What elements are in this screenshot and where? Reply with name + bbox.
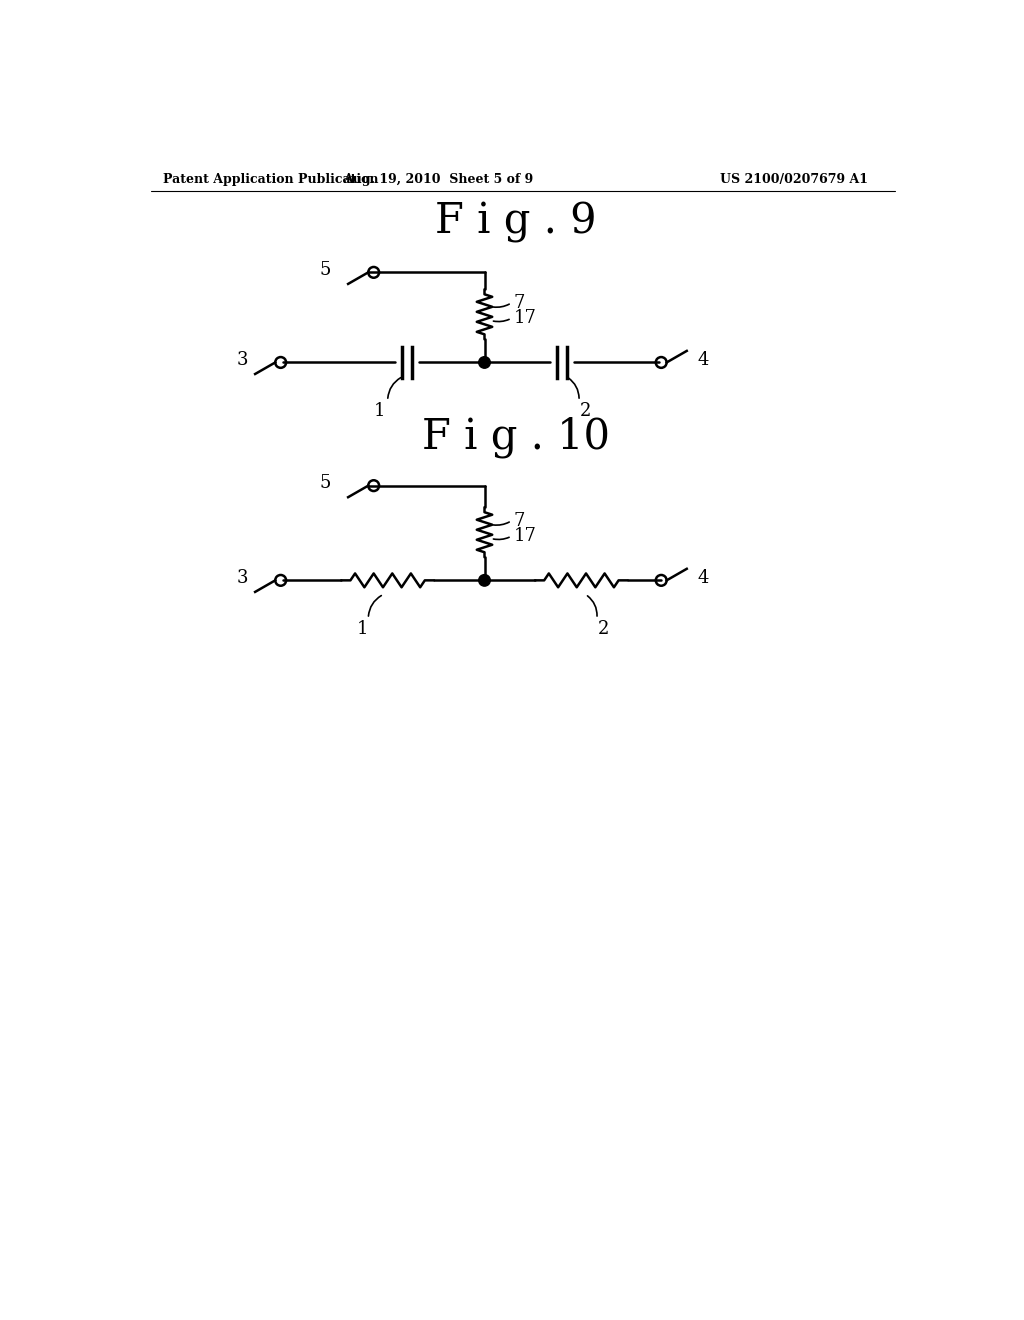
Text: 1: 1: [357, 620, 369, 639]
Text: 2: 2: [580, 403, 591, 421]
Text: 17: 17: [514, 527, 537, 545]
Text: 4: 4: [697, 569, 709, 587]
Text: 7: 7: [514, 294, 525, 312]
Text: 17: 17: [514, 309, 537, 327]
Text: F i g . 9: F i g . 9: [435, 201, 596, 243]
Text: 5: 5: [319, 261, 331, 279]
Text: 5: 5: [319, 474, 331, 492]
Text: 1: 1: [374, 403, 386, 421]
Text: 4: 4: [697, 351, 709, 370]
Text: 3: 3: [237, 351, 248, 370]
Text: 7: 7: [514, 512, 525, 529]
Text: Aug. 19, 2010  Sheet 5 of 9: Aug. 19, 2010 Sheet 5 of 9: [343, 173, 534, 186]
Text: US 2100/0207679 A1: US 2100/0207679 A1: [721, 173, 868, 186]
Text: F i g . 10: F i g . 10: [422, 416, 609, 458]
Text: 3: 3: [237, 569, 248, 587]
Text: Patent Application Publication: Patent Application Publication: [163, 173, 379, 186]
Circle shape: [478, 574, 490, 586]
Circle shape: [478, 356, 490, 368]
Text: 2: 2: [597, 620, 608, 639]
